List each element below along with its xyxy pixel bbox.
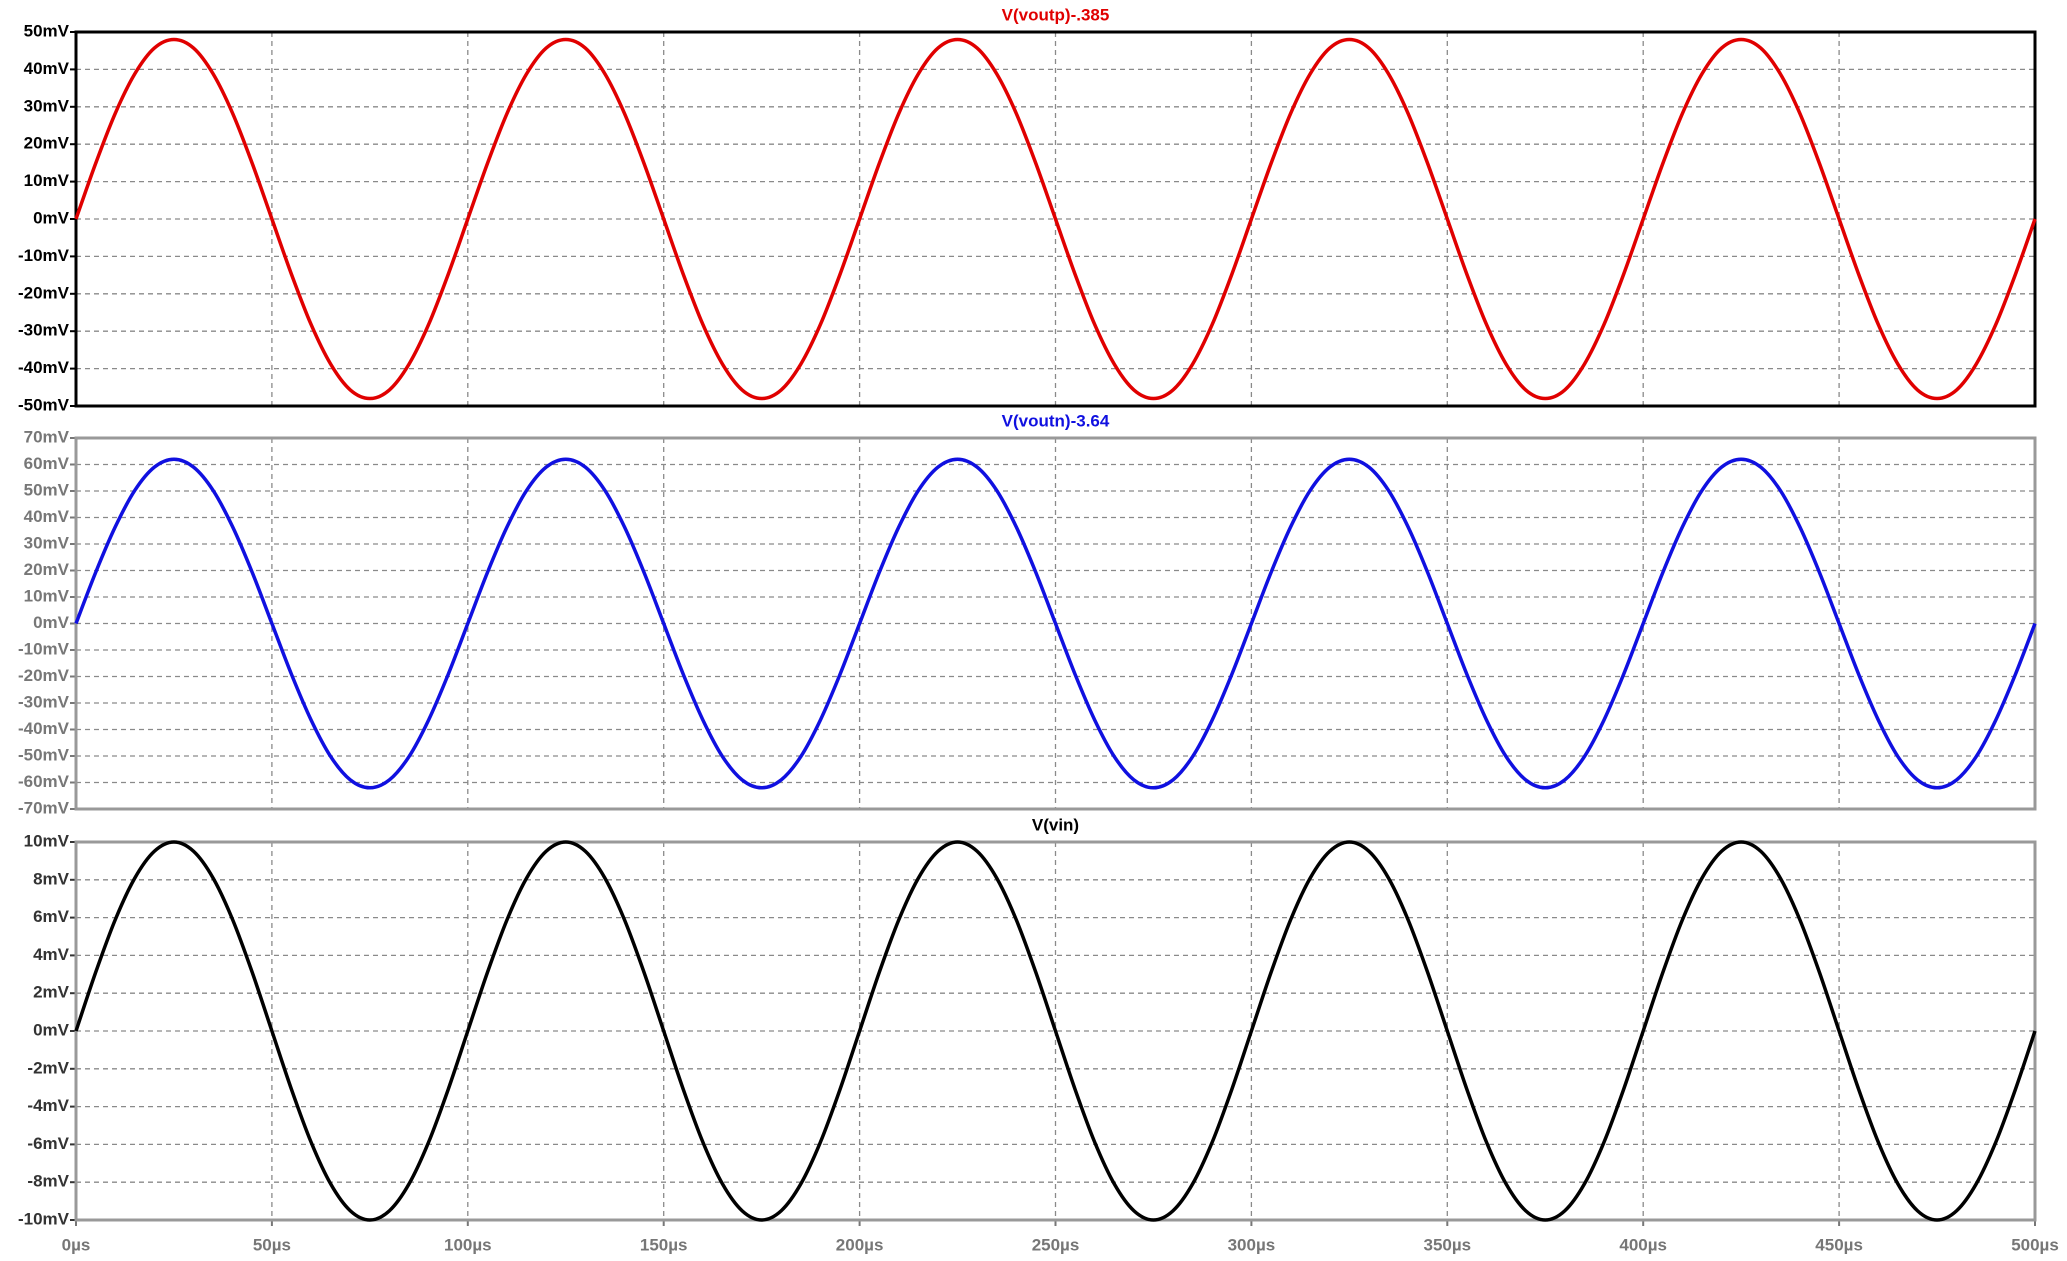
- y-tick-label: -50mV: [18, 395, 70, 414]
- x-tick-label: 50µs: [253, 1235, 291, 1254]
- y-tick-label: 50mV: [24, 21, 70, 40]
- x-tick-label: 350µs: [1423, 1235, 1471, 1254]
- y-tick-label: 40mV: [24, 507, 70, 526]
- y-tick-label: -30mV: [18, 692, 70, 711]
- y-tick-label: 20mV: [24, 560, 70, 579]
- y-tick-label: -10mV: [18, 246, 70, 265]
- y-tick-label: 4mV: [33, 945, 70, 964]
- y-tick-label: -10mV: [18, 1209, 70, 1228]
- y-tick-label: 8mV: [33, 869, 70, 888]
- x-tick-label: 200µs: [836, 1235, 884, 1254]
- trace: [74, 37, 2037, 401]
- trace: [74, 457, 2037, 790]
- y-tick-label: -60mV: [18, 772, 70, 791]
- x-tick-label: 450µs: [1815, 1235, 1863, 1254]
- trace-title: V(voutn)-3.64: [1002, 411, 1110, 430]
- y-tick-label: 30mV: [24, 96, 70, 115]
- y-tick-label: 10mV: [24, 586, 70, 605]
- y-tick-label: -50mV: [18, 745, 70, 764]
- y-tick-label: 6mV: [33, 907, 70, 926]
- y-tick-label: -6mV: [27, 1134, 69, 1153]
- y-tick-label: 30mV: [24, 533, 70, 552]
- y-tick-label: 0mV: [33, 208, 70, 227]
- y-tick-label: -2mV: [27, 1058, 69, 1077]
- y-tick-label: 10mV: [24, 831, 70, 850]
- y-tick-label: 70mV: [24, 427, 70, 446]
- trace: [74, 840, 2037, 1222]
- x-tick-label: 100µs: [444, 1235, 492, 1254]
- y-tick-label: -20mV: [18, 666, 70, 685]
- y-tick-label: -40mV: [18, 358, 70, 377]
- y-tick-label: 0mV: [33, 1020, 70, 1039]
- y-tick-label: -40mV: [18, 719, 70, 738]
- x-tick-label: 400µs: [1619, 1235, 1667, 1254]
- y-tick-label: 0mV: [33, 613, 70, 632]
- trace-title: V(vin): [1032, 815, 1079, 834]
- y-tick-label: 2mV: [33, 983, 70, 1002]
- y-tick-label: -70mV: [18, 798, 70, 817]
- x-tick-label: 150µs: [640, 1235, 688, 1254]
- y-tick-label: 20mV: [24, 134, 70, 153]
- y-tick-label: -20mV: [18, 283, 70, 302]
- y-tick-label: 60mV: [24, 454, 70, 473]
- y-tick-label: 10mV: [24, 171, 70, 190]
- y-tick-label: -30mV: [18, 321, 70, 340]
- x-tick-label: 500µs: [2011, 1235, 2059, 1254]
- x-tick-label: 300µs: [1228, 1235, 1276, 1254]
- y-tick-label: 40mV: [24, 59, 70, 78]
- y-tick-label: -8mV: [27, 1172, 69, 1191]
- trace-title: V(voutp)-.385: [1002, 5, 1110, 24]
- y-tick-label: -10mV: [18, 639, 70, 658]
- x-tick-label: 250µs: [1032, 1235, 1080, 1254]
- x-tick-label: 0µs: [62, 1235, 91, 1254]
- y-tick-label: -4mV: [27, 1096, 69, 1115]
- y-tick-label: 50mV: [24, 480, 70, 499]
